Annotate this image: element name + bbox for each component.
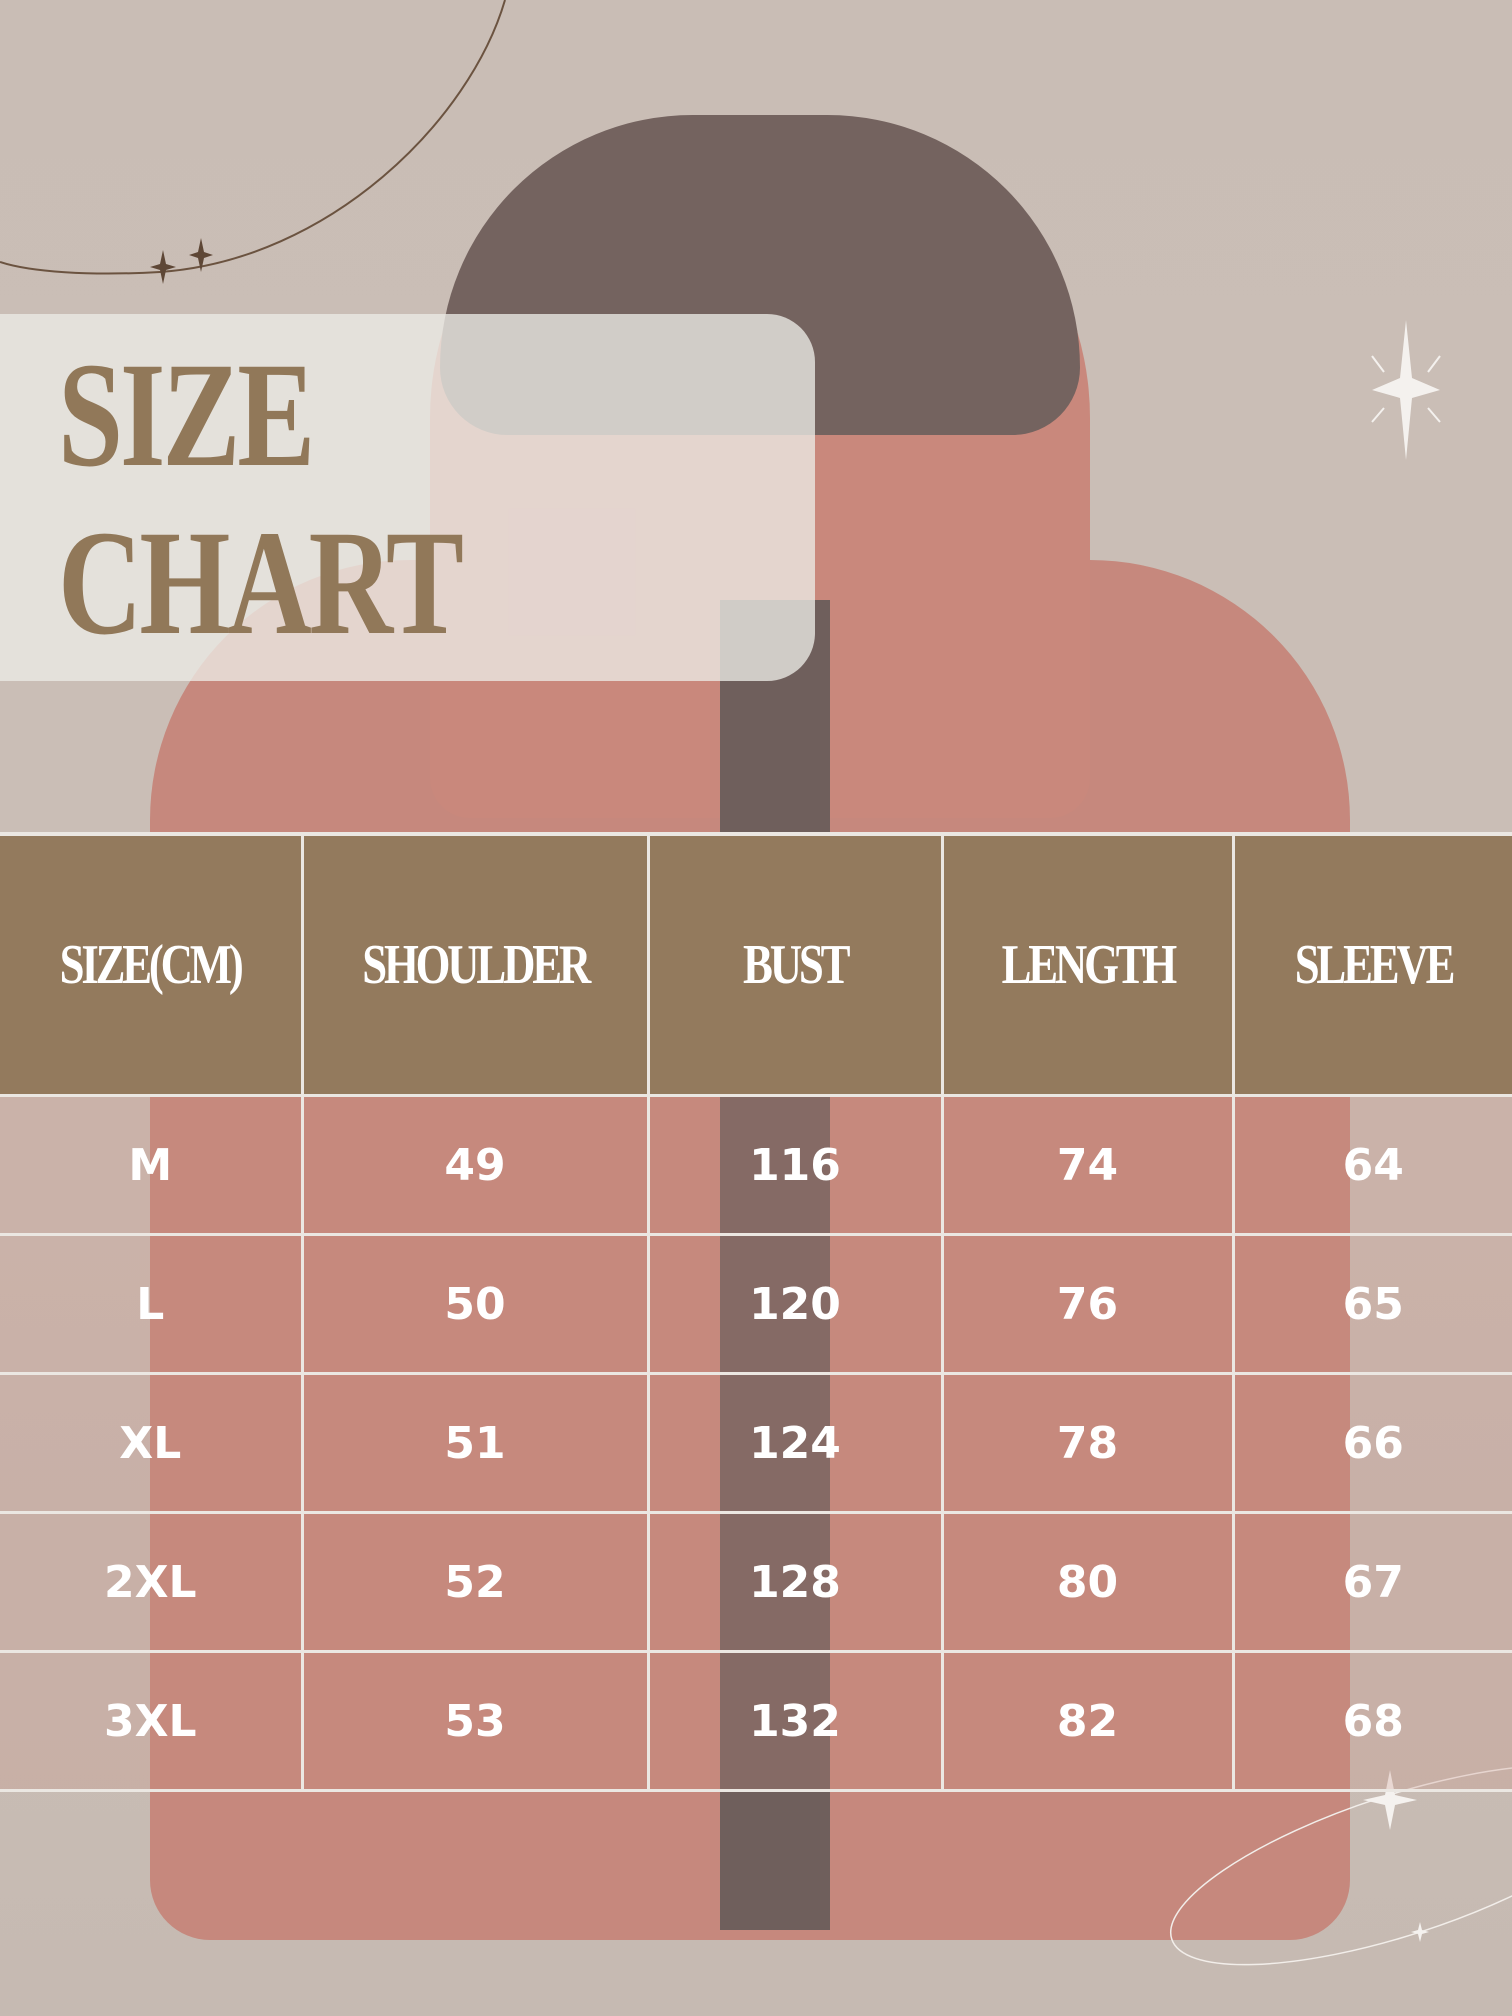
table-row: 3XL 53 132 82 68 [0,1650,1512,1792]
cell-bust: 132 [646,1650,944,1792]
table-row: L 50 120 76 65 [0,1233,1512,1375]
sparkle-icon [1371,320,1441,460]
cell-sleeve: 65 [1231,1233,1512,1375]
cell-shoulder: 49 [300,1094,650,1236]
table-row: XL 51 124 78 66 [0,1372,1512,1514]
cell-size: 2XL [0,1511,304,1653]
cell-sleeve: 66 [1231,1372,1512,1514]
header-row: SIZE(CM) SHOULDER BUST LENGTH SLEEVE [0,832,1512,1097]
cell-sleeve: 68 [1231,1650,1512,1792]
cell-length: 74 [940,1094,1235,1236]
header-shoulder: SHOULDER [300,832,650,1097]
cell-bust: 120 [646,1233,944,1375]
cell-size: L [0,1233,304,1375]
cell-shoulder: 53 [300,1650,650,1792]
header-sleeve: SLEEVE [1231,832,1512,1097]
table-row: M 49 116 74 64 [0,1094,1512,1236]
cell-length: 76 [940,1233,1235,1375]
cell-shoulder: 50 [300,1233,650,1375]
title-panel [0,314,815,681]
header-bust: BUST [646,832,944,1097]
table-row: 2XL 52 128 80 67 [0,1511,1512,1653]
size-chart-table: SIZE(CM) SHOULDER BUST LENGTH SLEEVE M 4… [0,832,1512,1792]
cell-size: M [0,1094,304,1236]
page-title-line2: CHART [58,500,464,666]
page-title-line1: SIZE [58,332,315,498]
cell-size: 3XL [0,1650,304,1792]
cell-shoulder: 52 [300,1511,650,1653]
cell-length: 80 [940,1511,1235,1653]
cell-length: 78 [940,1372,1235,1514]
header-length: LENGTH [940,832,1235,1097]
cell-shoulder: 51 [300,1372,650,1514]
cell-length: 82 [940,1650,1235,1792]
cell-size: XL [0,1372,304,1514]
cell-bust: 128 [646,1511,944,1653]
cell-sleeve: 67 [1231,1511,1512,1653]
cell-sleeve: 64 [1231,1094,1512,1236]
cell-bust: 124 [646,1372,944,1514]
cell-bust: 116 [646,1094,944,1236]
header-size: SIZE(CM) [0,832,304,1097]
